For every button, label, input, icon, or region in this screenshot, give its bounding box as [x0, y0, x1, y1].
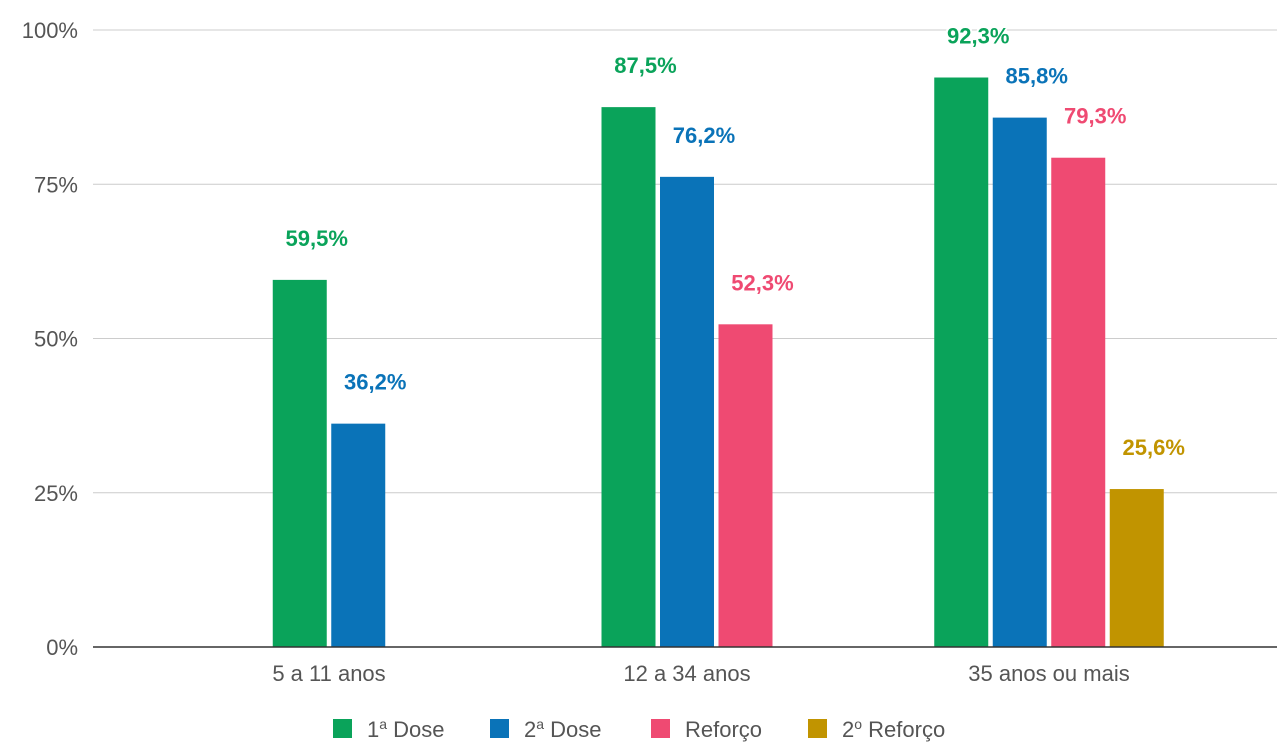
x-axis: 5 a 11 anos 12 a 34 anos 35 anos ou mais	[93, 646, 1277, 686]
legend-swatch	[651, 719, 670, 738]
legend-item: Reforço	[651, 717, 762, 742]
bar	[660, 176, 714, 647]
legend-label: 2a Dose	[524, 716, 602, 742]
legend-item: 2o Reforço	[808, 716, 945, 742]
y-tick-label: 0%	[46, 635, 78, 660]
bar	[601, 107, 656, 647]
legend-label-superscript: a	[536, 716, 544, 732]
bar	[992, 117, 1047, 647]
x-tick-label: 5 a 11 anos	[272, 661, 385, 686]
data-labels: 59,5% 36,2% 87,5% 76,2% 52,3% 92,3% 85,8% 79,3%…	[284, 22, 1187, 463]
legend-swatch	[490, 719, 509, 738]
legend-item: 1a Dose	[333, 716, 445, 742]
bar	[331, 423, 386, 647]
data-label: 87,5%	[614, 53, 676, 78]
data-label: 52,3%	[731, 270, 793, 295]
legend-label-main: 1	[367, 717, 379, 742]
x-tick-label: 35 anos ou mais	[968, 661, 1129, 686]
legend-swatch	[333, 719, 352, 738]
bar	[934, 77, 989, 647]
y-axis: 0% 25% 50% 75% 100%	[22, 18, 78, 660]
bar	[1109, 489, 1164, 647]
legend-label-superscript: a	[379, 716, 387, 732]
data-label: 76,2%	[673, 123, 735, 148]
x-tick-label: 12 a 34 anos	[623, 661, 750, 686]
legend-label-main: Reforço	[685, 717, 762, 742]
data-label: 36,2%	[344, 370, 406, 395]
legend-item: 2a Dose	[490, 716, 602, 742]
data-label: 92,3%	[947, 24, 1009, 49]
bar	[718, 324, 773, 647]
data-label: 25,6%	[1123, 435, 1185, 460]
legend-label-rest: Dose	[387, 717, 444, 742]
legend-label: 1a Dose	[367, 716, 445, 742]
data-label: 79,3%	[1064, 104, 1126, 129]
legend-label-rest: Dose	[544, 717, 601, 742]
y-tick-label: 50%	[34, 327, 78, 352]
y-tick-label: 100%	[22, 18, 78, 43]
legend-label-main: 2	[524, 717, 536, 742]
legend-label: Reforço	[685, 717, 762, 742]
legend-label: 2o Reforço	[842, 716, 945, 742]
bar	[1051, 157, 1106, 647]
legend-label-superscript: o	[854, 716, 862, 732]
legend: 1a Dose 2a Dose Reforço 2o Reforço	[333, 716, 945, 742]
bars	[272, 77, 1164, 647]
legend-label-main: 2	[842, 717, 854, 742]
y-tick-label: 75%	[34, 172, 78, 197]
legend-swatch	[808, 719, 827, 738]
legend-label-rest: Reforço	[862, 717, 945, 742]
y-tick-label: 25%	[34, 481, 78, 506]
data-label: 59,5%	[286, 226, 348, 251]
bar	[272, 279, 327, 647]
data-label: 85,8%	[1006, 64, 1068, 89]
